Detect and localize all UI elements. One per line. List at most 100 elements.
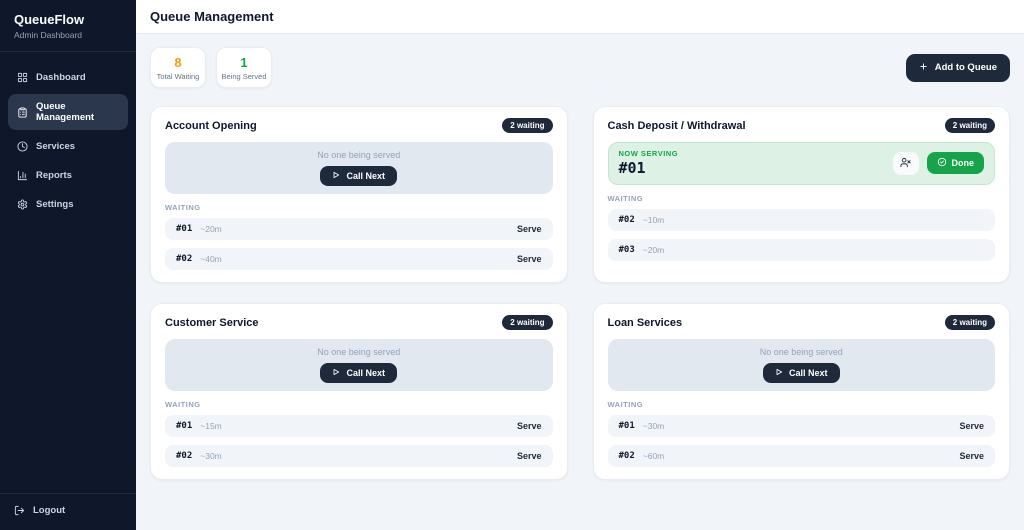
waiting-count-badge: 2 waiting (944, 118, 995, 133)
no-show-button[interactable] (892, 151, 919, 175)
sidebar-item-label: Queue Management (36, 101, 95, 123)
waiting-count-badge: 2 waiting (502, 118, 553, 133)
add-to-queue-button[interactable]: Add to Queue (905, 53, 1010, 82)
waiting-row: #01 ~15m Serve (165, 415, 553, 437)
sidebar-item-label: Services (36, 141, 76, 152)
waiting-row: #03 ~20m (607, 239, 995, 261)
serve-button[interactable]: Serve (959, 421, 984, 431)
main-area: Queue Management 8 Total Waiting 1 Being… (136, 0, 1024, 530)
logout-section: Logout (0, 493, 136, 530)
page-title: Queue Management (150, 9, 274, 24)
ticket-number: #02 (176, 451, 193, 461)
ticket-number: #01 (618, 421, 635, 431)
wait-time: ~20m (642, 245, 665, 255)
wait-time: ~30m (642, 421, 665, 431)
waiting-row: #01 ~30m Serve (607, 415, 995, 437)
stat-label: Total Waiting (156, 72, 200, 81)
add-to-queue-label: Add to Queue (934, 62, 997, 73)
play-icon (332, 171, 340, 181)
stat-label: Being Served (221, 72, 267, 81)
no-one-serving-text: No one being served (317, 150, 401, 160)
check-circle-icon (937, 157, 947, 169)
sidebar-nav: Dashboard Queue Management Services Repo… (0, 52, 136, 493)
waiting-row: #02 ~40m Serve (165, 248, 553, 270)
no-one-serving-text: No one being served (759, 347, 843, 357)
gear-icon (17, 199, 28, 210)
serve-button[interactable]: Serve (516, 254, 542, 264)
wait-time: ~10m (642, 215, 665, 225)
waiting-row: #01 ~20m Serve (165, 218, 553, 240)
stat-value: 8 (174, 55, 182, 70)
play-icon (332, 368, 340, 378)
serve-button[interactable]: Serve (516, 421, 542, 431)
serve-button[interactable]: Serve (516, 224, 542, 234)
queue-title: Loan Services (607, 316, 683, 329)
call-next-button[interactable]: Call Next (320, 166, 397, 186)
wait-time: ~30m (200, 451, 222, 461)
content: 8 Total Waiting 1 Being Served Add to Qu… (136, 34, 1024, 493)
topbar: Queue Management (136, 0, 1024, 34)
call-next-button[interactable]: Call Next (320, 363, 397, 383)
waiting-label: WAITING (165, 203, 201, 212)
call-next-label: Call Next (346, 368, 385, 378)
queue-card: Customer Service 2 waiting No one being … (150, 303, 568, 480)
bar-chart-icon (17, 170, 28, 181)
sidebar-item-label: Dashboard (36, 72, 86, 83)
queue-card-header: Loan Services 2 waiting (607, 315, 995, 330)
stats-row: 8 Total Waiting 1 Being Served Add to Qu… (150, 47, 1010, 88)
wait-time: ~60m (642, 451, 665, 461)
call-next-label: Call Next (346, 171, 385, 181)
queue-title: Account Opening (165, 119, 257, 132)
layout-grid-icon (17, 72, 28, 83)
ticket-number: #01 (176, 224, 193, 234)
no-one-serving-panel: No one being served Call Next (165, 339, 553, 391)
ticket-number: #01 (176, 421, 193, 431)
done-button[interactable]: Done (926, 152, 984, 174)
logout-icon (14, 505, 25, 516)
waiting-row: #02 ~10m (607, 209, 995, 231)
queue-grid: Account Opening 2 waiting No one being s… (150, 106, 1010, 480)
now-serving-label: NOW SERVING (618, 149, 679, 158)
brand: QueueFlow Admin Dashboard (0, 0, 136, 52)
call-next-button[interactable]: Call Next (762, 363, 840, 383)
sidebar-item-label: Settings (36, 199, 74, 210)
serve-button[interactable]: Serve (959, 451, 984, 461)
play-icon (775, 368, 783, 378)
no-one-serving-panel: No one being served Call Next (607, 339, 995, 391)
waiting-count-badge: 2 waiting (944, 315, 995, 330)
logout-button[interactable]: Logout (14, 505, 65, 516)
now-serving-ticket: #01 (618, 159, 646, 177)
sidebar-item-dashboard[interactable]: Dashboard (8, 65, 128, 90)
brand-subtitle: Admin Dashboard (14, 30, 83, 40)
clock-icon (17, 141, 28, 152)
sidebar-item-settings[interactable]: Settings (8, 192, 128, 217)
ticket-number: #02 (618, 451, 635, 461)
queue-card: Loan Services 2 waiting No one being ser… (592, 303, 1010, 480)
plus-icon (919, 62, 928, 74)
sidebar-item-label: Reports (36, 170, 72, 181)
sidebar-item-reports[interactable]: Reports (8, 163, 128, 188)
ticket-number: #02 (618, 215, 635, 225)
serve-button[interactable]: Serve (516, 451, 542, 461)
brand-name: QueueFlow (14, 12, 85, 27)
waiting-count-badge: 2 waiting (502, 315, 553, 330)
sidebar-item-services[interactable]: Services (8, 134, 128, 159)
user-x-icon (900, 156, 911, 171)
queue-card: Cash Deposit / Withdrawal 2 waiting NOW … (592, 106, 1010, 283)
queue-card: Account Opening 2 waiting No one being s… (150, 106, 568, 283)
wait-time: ~40m (200, 254, 222, 264)
queue-title: Cash Deposit / Withdrawal (607, 119, 746, 132)
queue-card-header: Customer Service 2 waiting (165, 315, 553, 330)
wait-time: ~15m (200, 421, 222, 431)
now-serving-panel: NOW SERVING #01 Done (607, 142, 995, 185)
stat-card: 8 Total Waiting (150, 47, 206, 88)
sidebar-item-queue-management[interactable]: Queue Management (8, 94, 128, 130)
ticket-number: #02 (176, 254, 193, 264)
waiting-label: WAITING (607, 400, 644, 409)
stat-card: 1 Being Served (216, 47, 272, 88)
waiting-row: #02 ~60m Serve (607, 445, 995, 467)
logout-label: Logout (33, 505, 66, 516)
no-one-serving-text: No one being served (317, 347, 401, 357)
queue-title: Customer Service (165, 316, 259, 329)
waiting-label: WAITING (607, 194, 644, 203)
